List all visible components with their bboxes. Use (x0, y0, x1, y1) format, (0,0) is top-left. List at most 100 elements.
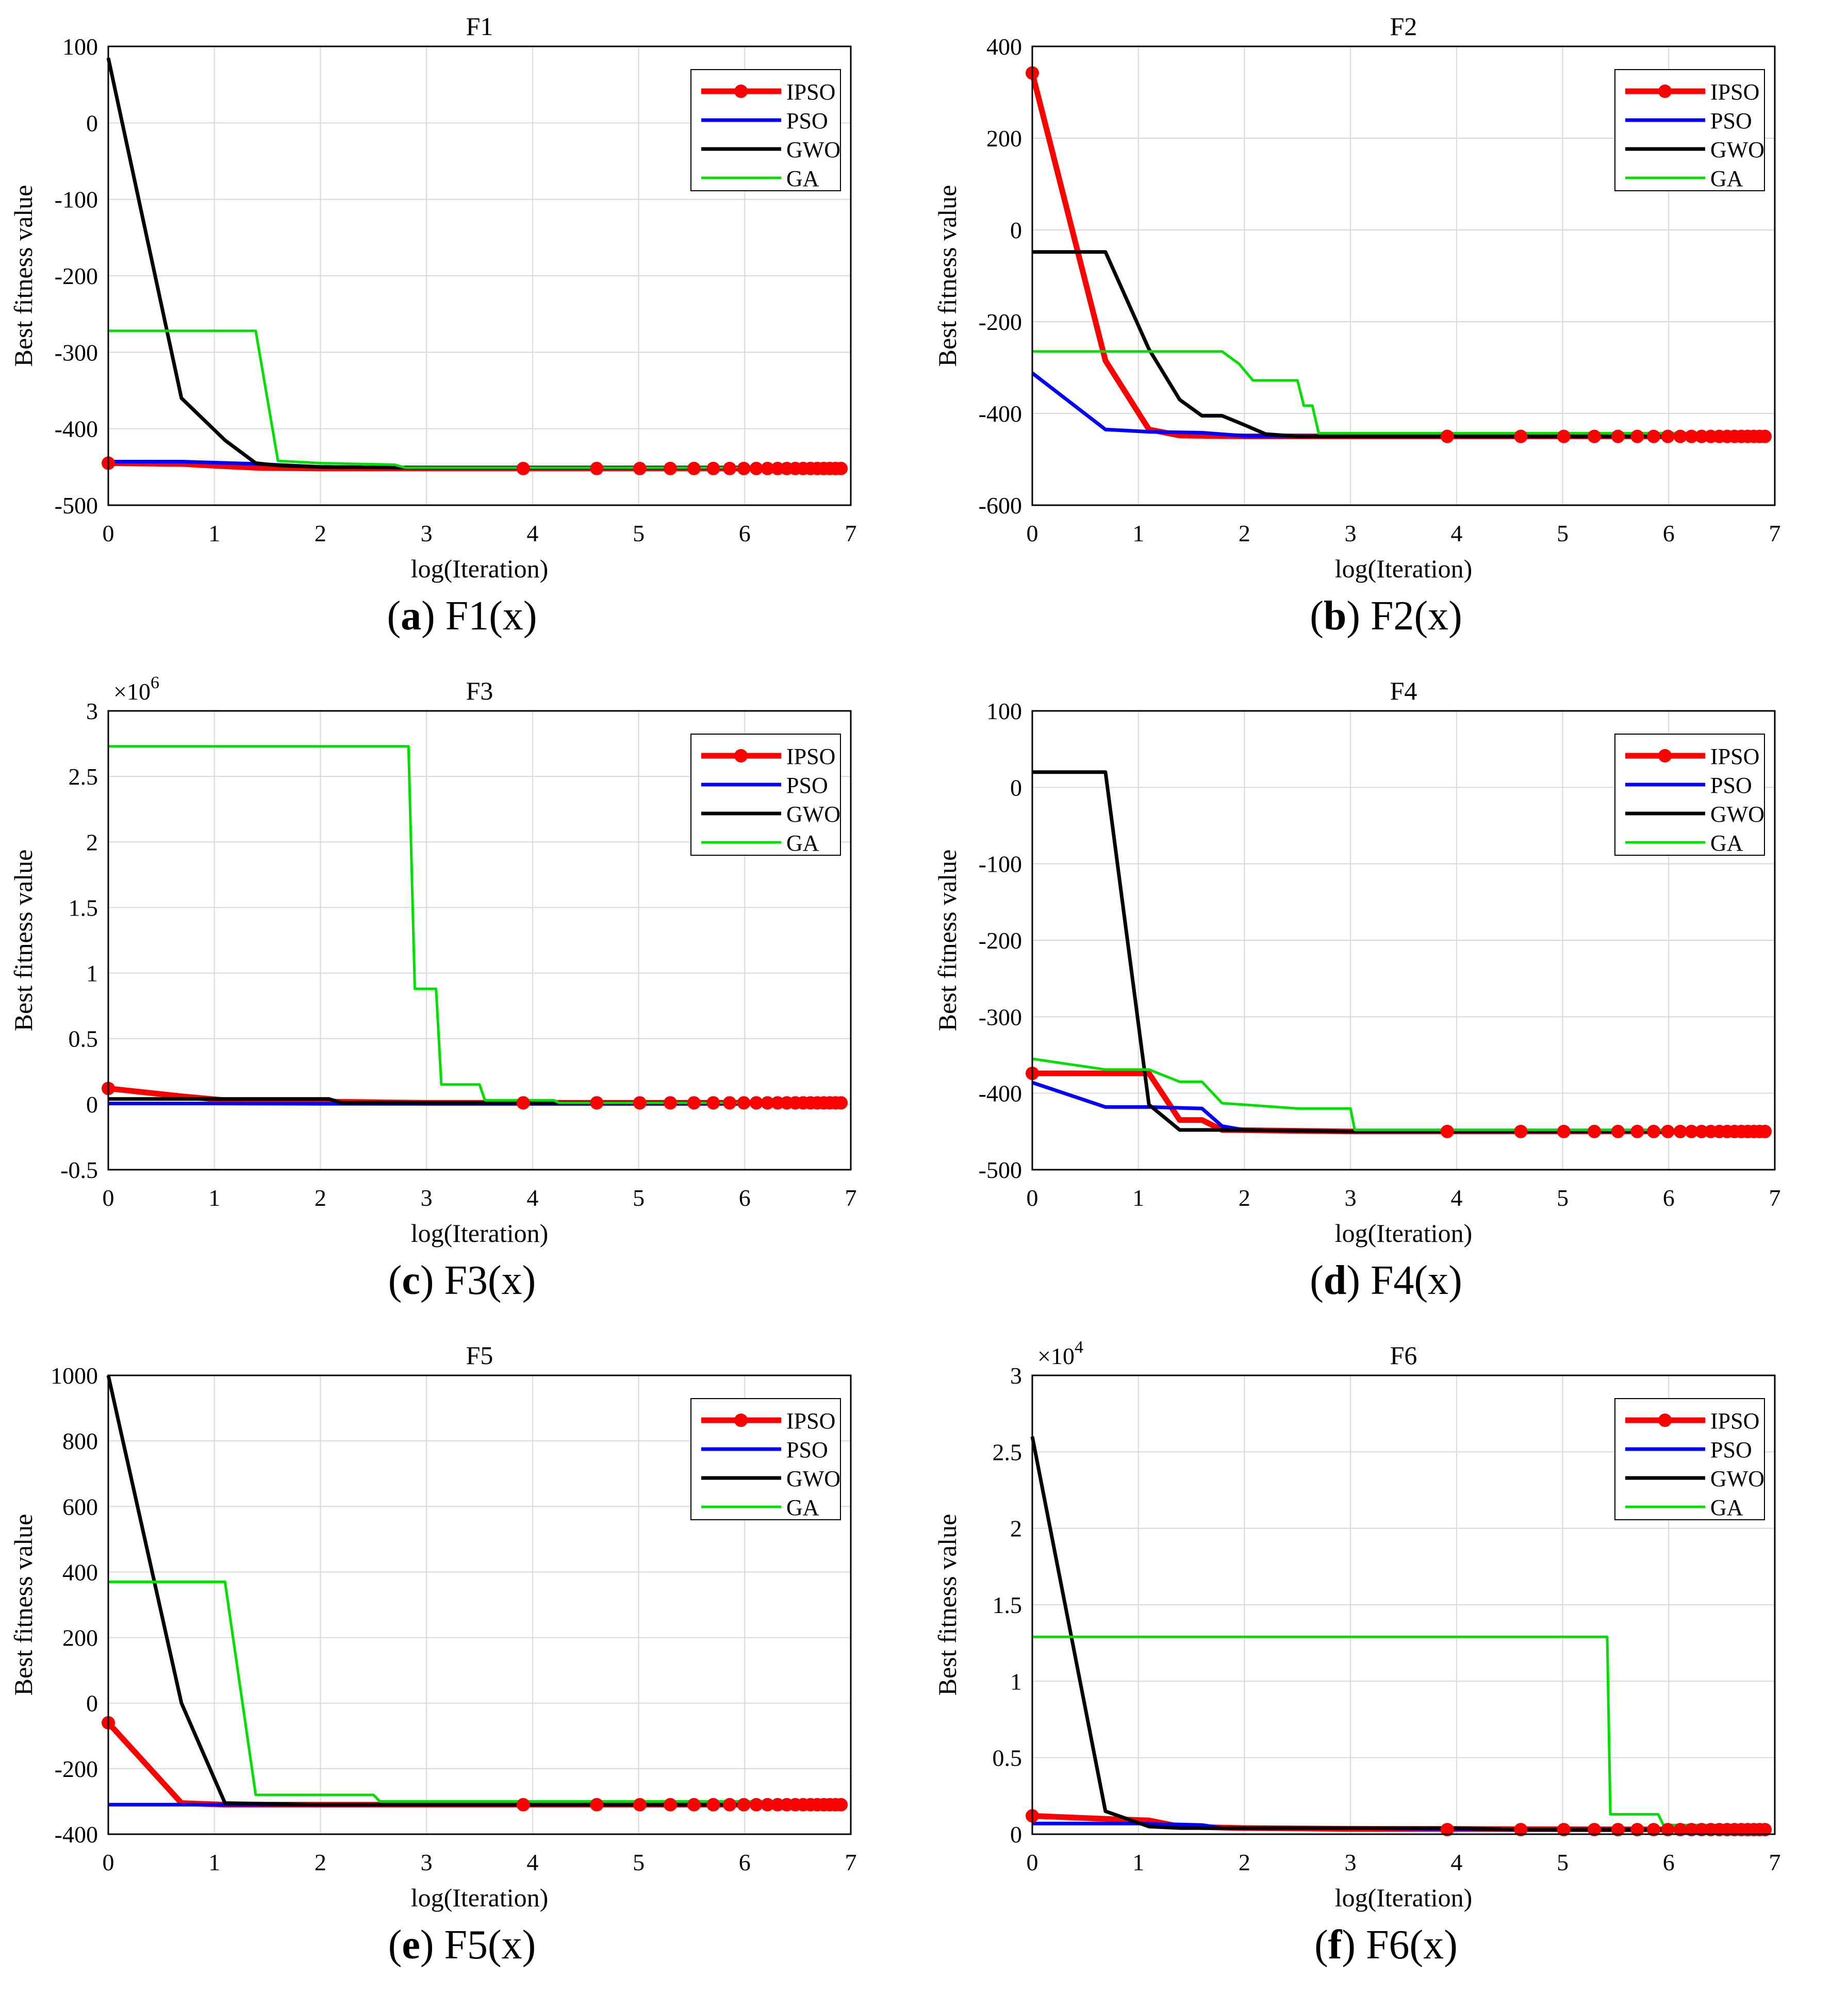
y-tick-label: 400 (986, 34, 1022, 60)
panel-f5: 0 1 2 3 4 5 6 7 1000 800 600 400 200 0 -200 -400 F5 log(I… (0, 1329, 924, 1993)
caption-f3: (c) F3(x) (388, 1258, 536, 1303)
ipso-marker (1695, 1124, 1709, 1138)
x-tick-label: 3 (421, 520, 433, 546)
x-tick-label: 1 (208, 520, 220, 546)
ipso-marker (590, 461, 604, 475)
x-tick-label: 0 (1027, 1849, 1038, 1875)
x-tick-label: 2 (315, 1185, 326, 1211)
y-tick-label: -400 (55, 416, 98, 442)
legend-label-gwo: GWO (786, 137, 840, 162)
x-tick-label: 0 (103, 520, 114, 546)
legend-label-ga: GA (1710, 1495, 1743, 1520)
x-axis-label: log(Iteration) (411, 554, 549, 583)
x-tick-label: 3 (1345, 1849, 1357, 1875)
x-tick-label: 7 (1769, 1185, 1781, 1211)
x-tick-label: 4 (1450, 520, 1462, 546)
chart-title: F3 (466, 676, 493, 705)
ipso-marker (687, 461, 701, 475)
series-line-gwo (108, 1097, 840, 1105)
ipso-marker (1611, 1823, 1625, 1837)
y-tick-label: 0 (86, 1091, 98, 1118)
ipso-marker (1647, 1823, 1661, 1837)
chart-f6: 0 1 2 3 4 5 6 7 3 2.5 2 1.5 1 0.5 0 F6 ×104 log(Iteration… (933, 1338, 1781, 1912)
x-tick-label: 6 (1663, 520, 1675, 546)
y-tick-label: -500 (979, 1157, 1022, 1183)
ipso-marker (1630, 1823, 1644, 1837)
ipso-marker (706, 461, 720, 475)
y-tick-label: 1000 (51, 1362, 98, 1389)
caption-f1: (a) F1(x) (387, 593, 537, 639)
x-tick-label: 1 (1132, 520, 1144, 546)
y-tick-label: -200 (979, 927, 1022, 954)
ipso-marker (1661, 1124, 1675, 1138)
x-tick-label: 0 (103, 1849, 114, 1875)
ipso-marker (1514, 1823, 1528, 1837)
ipso-marker (737, 1096, 751, 1110)
series-line-gwo (106, 1375, 840, 1807)
x-tick-label: 5 (633, 1849, 645, 1875)
chart-title: F2 (1390, 12, 1417, 41)
legend-label-pso: PSO (786, 1437, 828, 1463)
y-tick-label: 2 (1010, 1516, 1022, 1542)
y-tick-label: 0.5 (993, 1745, 1022, 1771)
x-axis-label: log(Iteration) (411, 1883, 549, 1912)
x-tick-label: 0 (1027, 520, 1038, 546)
ipso-marker (590, 1798, 604, 1812)
y-axis-label: Best fitness value (933, 185, 962, 367)
y-tick-label: 800 (62, 1428, 98, 1454)
y-tick-label: 3 (1010, 1362, 1022, 1389)
ipso-marker (761, 1798, 774, 1812)
legend-marker (734, 1414, 748, 1427)
ipso-marker (1685, 1124, 1698, 1138)
ipso-marker (1758, 1124, 1772, 1138)
x-tick-label: 4 (526, 1849, 538, 1875)
y-tick-label: 1.5 (69, 894, 98, 921)
legend-label-ga: GA (1710, 830, 1743, 856)
x-tick-label: 3 (421, 1849, 433, 1875)
x-tick-label: 5 (1557, 1849, 1569, 1875)
ipso-marker (516, 461, 530, 475)
series-line-gwo (1032, 250, 1764, 438)
y-tick-label: 0 (1010, 774, 1022, 801)
y-tick-label: -200 (55, 1756, 98, 1782)
x-tick-label: 4 (526, 520, 538, 546)
ipso-marker (1758, 429, 1772, 443)
chart-f2: 0 1 2 3 4 5 6 7 400 200 0 -200 -400 -600 F2 log(Iterati… (933, 12, 1781, 583)
legend-marker (1658, 85, 1672, 98)
x-tick-label: 2 (1239, 1185, 1250, 1211)
y-tick-label: -300 (55, 339, 98, 365)
ipso-marker (663, 1096, 677, 1110)
ipso-marker (761, 461, 774, 475)
chart-title: F5 (466, 1341, 493, 1370)
panel-f6: 0 1 2 3 4 5 6 7 3 2.5 2 1.5 1 0.5 0 F6 ×104 log(Iteration… (924, 1329, 1848, 1993)
x-tick-label: 7 (845, 520, 857, 546)
legend-label-pso: PSO (1710, 108, 1752, 134)
legend-label-ga: GA (786, 1495, 819, 1520)
x-axis-label: log(Iteration) (1335, 1219, 1473, 1248)
legend-label-ipso: IPSO (1710, 79, 1759, 105)
x-tick-label: 2 (315, 520, 326, 546)
ipso-marker (723, 1096, 737, 1110)
chart-f1: 0 1 2 3 4 5 6 7 100 0 -100 -200 -300 -400 -500 F1 log(It… (9, 12, 857, 583)
ipso-marker (1514, 429, 1528, 443)
series-line-ga (108, 745, 840, 1104)
legend-marker (734, 749, 748, 762)
y-axis-label: Best fitness value (9, 1514, 38, 1696)
series-line-gwo (1030, 1436, 1764, 1832)
legend-label-ipso: IPSO (1710, 1408, 1759, 1434)
legend-label-ga: GA (1710, 166, 1743, 191)
series-line-ga (1032, 350, 1764, 435)
axes-box (107, 45, 852, 506)
x-tick-label: 6 (739, 1849, 751, 1875)
y-tick-label: 100 (62, 34, 98, 60)
ipso-marker (771, 1096, 785, 1110)
ipso-marker (663, 461, 677, 475)
ipso-marker (1630, 429, 1644, 443)
y-tick-label: -600 (979, 492, 1022, 519)
legend-label-pso: PSO (786, 773, 828, 798)
axis-exponent-power: 4 (1075, 1338, 1083, 1357)
ipso-marker (1630, 1124, 1644, 1138)
legend-label-pso: PSO (786, 108, 828, 134)
y-axis-label: Best fitness value (933, 850, 962, 1032)
